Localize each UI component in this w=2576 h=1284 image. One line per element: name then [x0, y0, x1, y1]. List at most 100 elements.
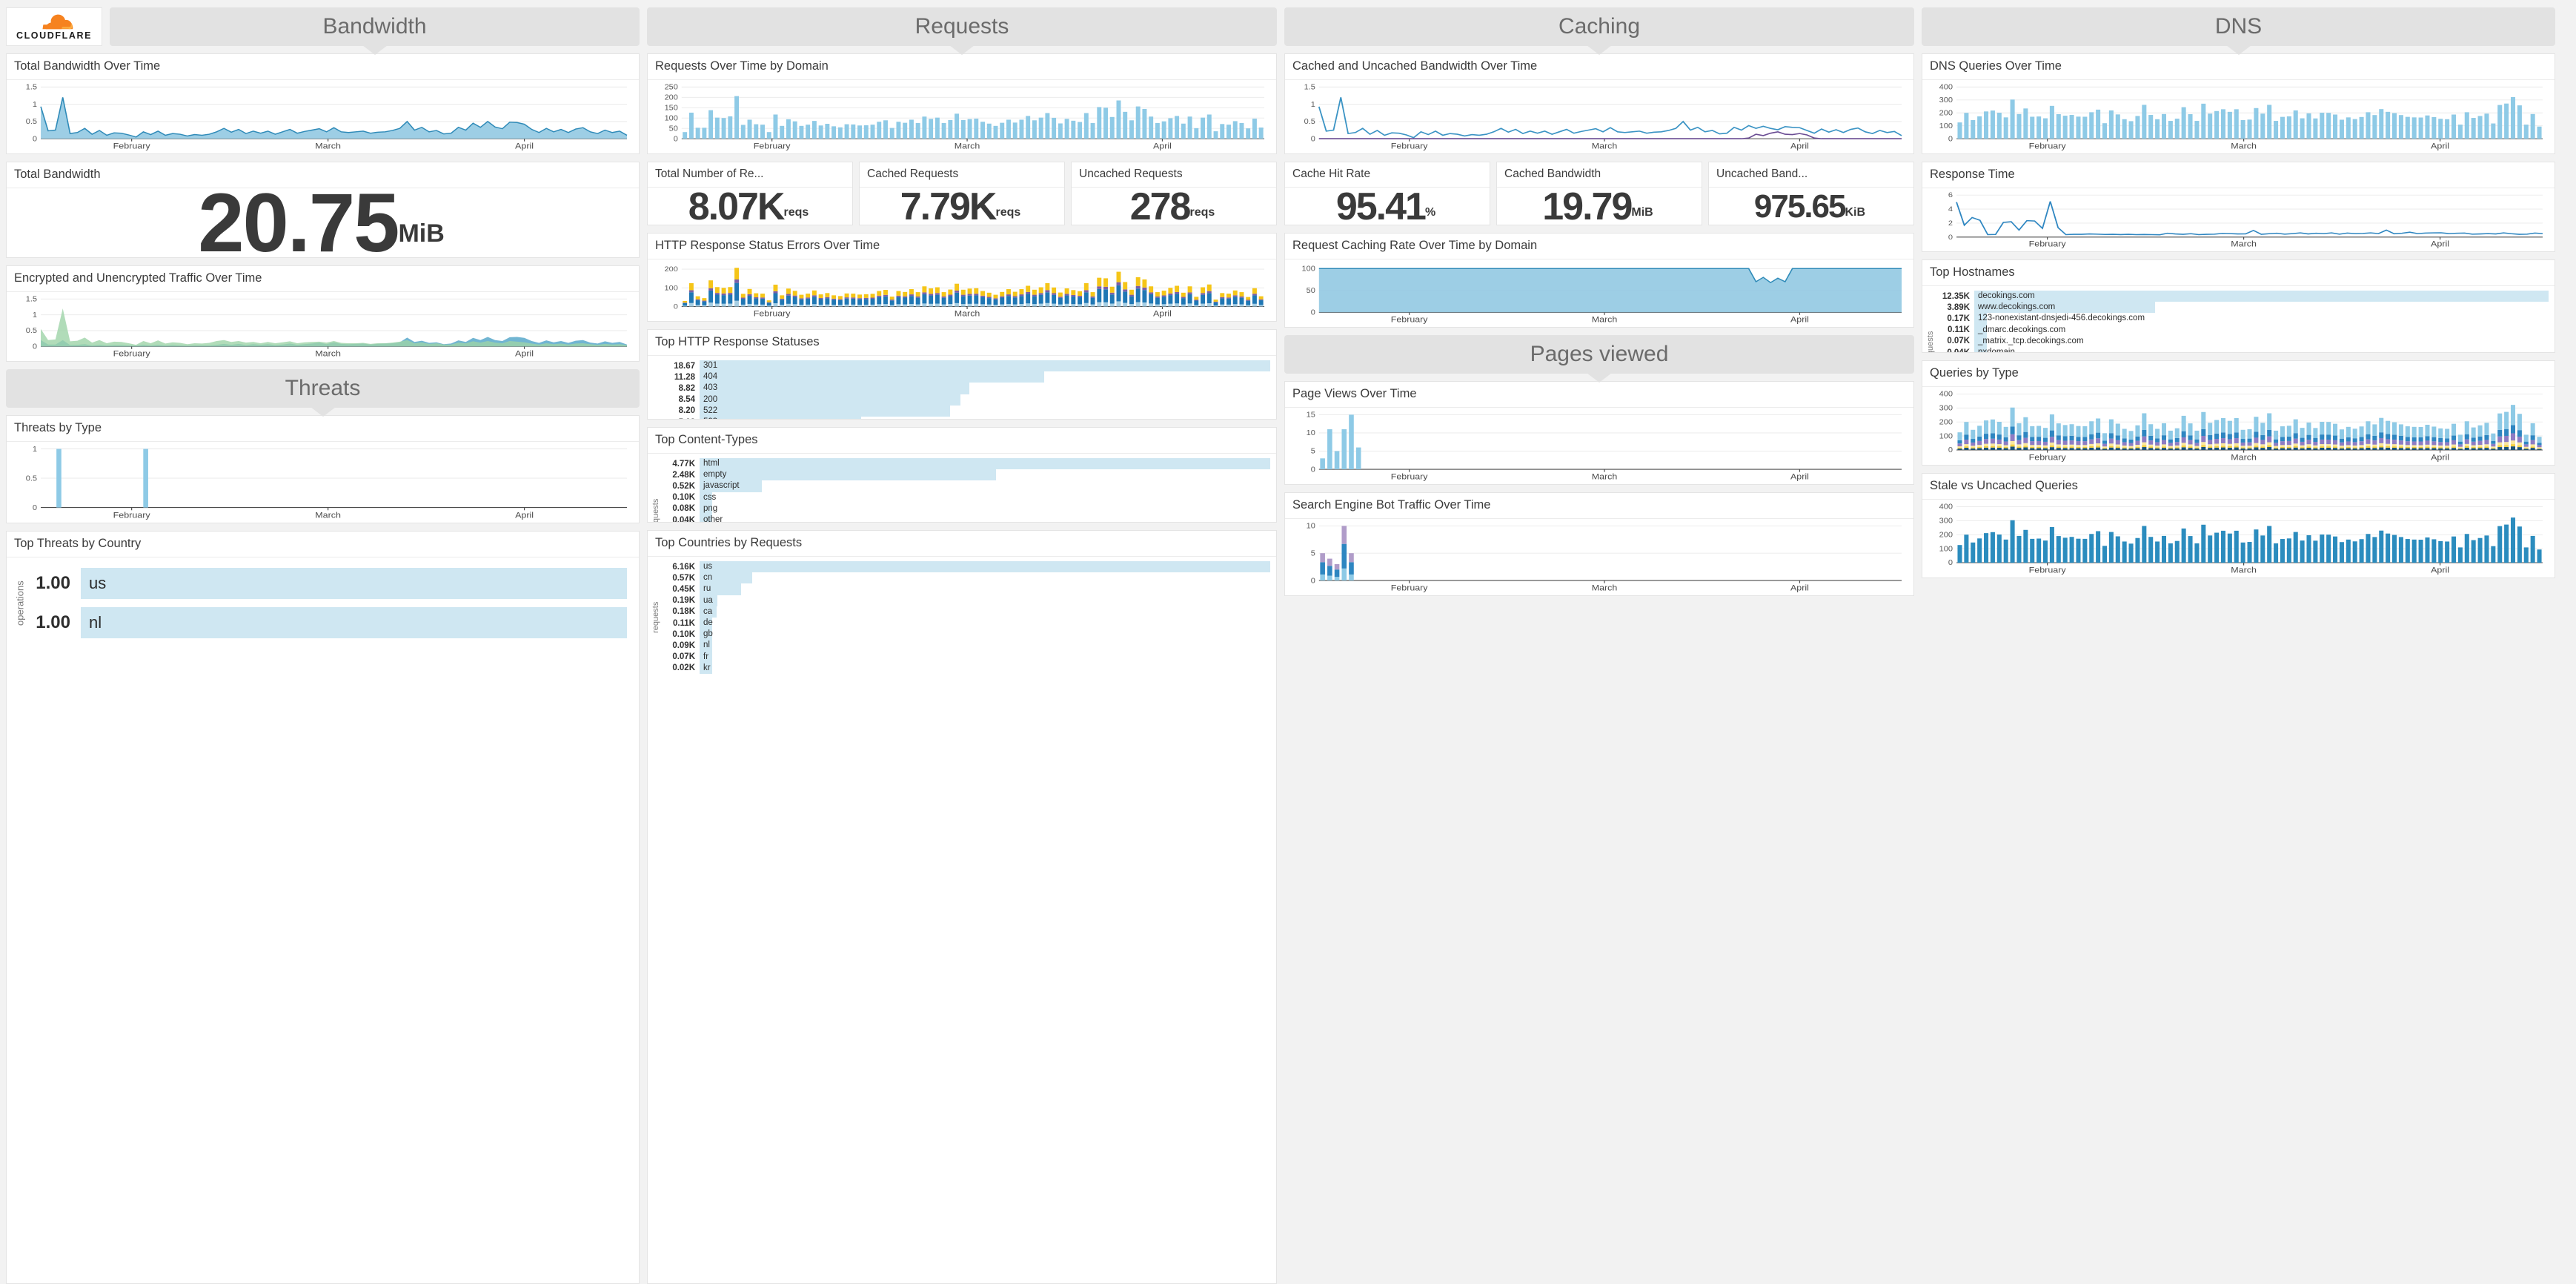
- list-item[interactable]: 0.45K ru: [661, 583, 1270, 595]
- card-title: Cached Bandwidth: [1497, 162, 1702, 188]
- list-item[interactable]: 12.35K decokings.com: [1936, 291, 2549, 302]
- chart-encrypted-traffic[interactable]: 0 0.5 1 1.5 February March April: [7, 292, 639, 361]
- list-item[interactable]: 2.48K empty: [661, 469, 1270, 481]
- svg-text:200: 200: [1939, 419, 1953, 426]
- svg-text:0.5: 0.5: [26, 328, 38, 335]
- row-bar-fill: [700, 662, 712, 674]
- list-item[interactable]: 4.77K html: [661, 458, 1270, 470]
- section-caching[interactable]: Caching: [1284, 7, 1914, 55]
- row-value: 0.19K: [672, 596, 695, 606]
- row-label: fr: [703, 652, 709, 661]
- row-bar-track: de: [700, 617, 1270, 629]
- list-item[interactable]: 0.10K gb: [661, 629, 1270, 641]
- panel-queries-by-type: Queries by Type 0 100 200 300 400 February Mar…: [1922, 360, 2555, 466]
- row-value: 4.77K: [672, 459, 695, 469]
- card-value-wrap: 95.41 %: [1285, 188, 1490, 225]
- chart-http-errors-over-time[interactable]: 0 100 200 February March April: [648, 259, 1276, 321]
- list-item[interactable]: 0.08K png: [661, 503, 1270, 514]
- list-item[interactable]: 0.07K _matrix._tcp.decokings.com: [1936, 335, 2549, 347]
- chart-page-views-over-time[interactable]: 0 5 10 15 February March April: [1285, 408, 1913, 484]
- chart-threats-by-type[interactable]: 0 0.5 1 February March April: [7, 442, 639, 523]
- list-item[interactable]: 8.20 522: [661, 405, 1270, 417]
- chart-queries-by-type[interactable]: 0 100 200 300 400 February March April: [1922, 387, 2555, 465]
- list-item[interactable]: 11.28 404: [661, 371, 1270, 383]
- chart-bot-traffic-over-time[interactable]: 0 5 10 February March April: [1285, 519, 1913, 595]
- svg-text:400: 400: [1939, 84, 1953, 91]
- svg-text:1: 1: [1311, 101, 1315, 108]
- svg-text:March: March: [315, 141, 341, 150]
- row-label: us: [703, 562, 713, 571]
- list-item[interactable]: 8.82 403: [661, 383, 1270, 394]
- column-caching: Caching Cached and Uncached Bandwidth Ov…: [1284, 7, 1914, 1284]
- chart-requests-over-time[interactable]: 0 50 100 150 200 250 February March April: [648, 80, 1276, 153]
- row-label: nl: [703, 641, 710, 650]
- chart-total-bandwidth-over-time[interactable]: 0 0.5 1 1.5 February March April: [7, 80, 639, 153]
- section-pages-viewed[interactable]: Pages viewed: [1284, 335, 1914, 383]
- panel-title: HTTP Response Status Errors Over Time: [648, 234, 1276, 259]
- list-item[interactable]: 0.04K other: [661, 514, 1270, 522]
- metric-value: 95.41: [1335, 188, 1427, 225]
- section-dns[interactable]: DNS: [1922, 7, 2555, 55]
- svg-text:0: 0: [33, 503, 37, 512]
- chart-dns-queries-over-time[interactable]: 0 100 200 300 400 February March April: [1922, 80, 2555, 153]
- metric-unit: reqs: [1189, 206, 1215, 219]
- panel-title: Response Time: [1922, 162, 2555, 188]
- country-rows: 1.00 us 1.00 nl: [27, 568, 627, 638]
- panel-stale-vs-uncached: Stale vs Uncached Queries 0 100 200 300 400 F…: [1922, 473, 2555, 578]
- list-item[interactable]: 6.16K us: [661, 561, 1270, 573]
- row-label: css: [703, 492, 717, 502]
- list-item[interactable]: 1.00 us: [27, 568, 627, 599]
- svg-text:April: April: [1790, 583, 1809, 592]
- list-item[interactable]: 0.18K ca: [661, 606, 1270, 618]
- row-label: ca: [703, 606, 713, 616]
- row-label: 503: [703, 417, 717, 419]
- list-item[interactable]: 8.54 200: [661, 394, 1270, 406]
- card-total-requests: Total Number of Re... 8.07K reqs: [647, 162, 853, 225]
- list-item[interactable]: 18.67 301: [661, 360, 1270, 372]
- section-bandwidth[interactable]: Bandwidth: [110, 7, 640, 55]
- list-item[interactable]: 0.17K 123-nonexistant-dnsjedi-456.decokin…: [1936, 313, 2549, 325]
- axis-label-requests: requests: [651, 498, 660, 522]
- row-value: 0.11K: [1947, 325, 1970, 335]
- row-value: 1.00: [36, 573, 70, 593]
- list-item[interactable]: 3.89K www.decokings.com: [1936, 302, 2549, 314]
- list-item[interactable]: 0.07K fr: [661, 651, 1270, 663]
- chart-stale-vs-uncached[interactable]: 0 100 200 300 400 February March April: [1922, 500, 2555, 578]
- section-requests[interactable]: Requests: [647, 7, 1277, 55]
- metric-unit: KiB: [1845, 206, 1866, 219]
- list-item[interactable]: 0.11K _dmarc.decokings.com: [1936, 324, 2549, 336]
- row-label: 301: [703, 361, 718, 370]
- list-top-content-types: requests 4.77K html 2.48K empty 0.52K javascr…: [648, 454, 1276, 522]
- chart-cached-uncached-bandwidth[interactable]: 0 0.5 1 1.5 February March April: [1285, 80, 1913, 153]
- card-title: Total Number of Re...: [648, 162, 852, 188]
- panel-requests-over-time: Requests Over Time by Domain 0 50 100 150 20…: [647, 53, 1277, 154]
- list-item[interactable]: 0.09K nl: [661, 640, 1270, 652]
- section-threats[interactable]: Threats: [6, 369, 640, 417]
- chart-request-caching-rate[interactable]: 0 50 100 February March April: [1285, 259, 1913, 327]
- list-item[interactable]: 1.00 nl: [27, 607, 627, 638]
- list-item[interactable]: 0.57K cn: [661, 572, 1270, 584]
- metric-value: 7.79K: [900, 188, 997, 225]
- svg-text:April: April: [515, 141, 534, 150]
- svg-text:200: 200: [665, 94, 678, 102]
- svg-text:February: February: [113, 348, 150, 358]
- row-value: 0.52K: [672, 481, 695, 491]
- svg-text:200: 200: [1939, 532, 1953, 539]
- svg-text:April: April: [1790, 471, 1809, 481]
- row-bar-fill: [1974, 335, 1988, 347]
- list-item[interactable]: 0.04K nxdomain: [1936, 346, 2549, 352]
- list-item[interactable]: 0.11K de: [661, 617, 1270, 629]
- list-item[interactable]: 5.28 503: [661, 416, 1270, 419]
- list-item[interactable]: 0.52K javascript: [661, 480, 1270, 492]
- svg-text:February: February: [113, 510, 150, 520]
- list-item[interactable]: 0.02K kr: [661, 662, 1270, 674]
- row-bar-fill: [700, 629, 712, 641]
- card-title: Uncached Band...: [1709, 162, 1913, 188]
- row-bar-fill: [1974, 291, 2549, 302]
- row-bar-track: css: [700, 492, 1270, 503]
- card-title: Cached Requests: [860, 162, 1064, 188]
- list-item[interactable]: 0.10K css: [661, 492, 1270, 503]
- list-item[interactable]: 0.19K ua: [661, 595, 1270, 606]
- chart-response-time[interactable]: 0 2 4 6 February March April: [1922, 188, 2555, 251]
- row-bar-fill: [700, 383, 969, 394]
